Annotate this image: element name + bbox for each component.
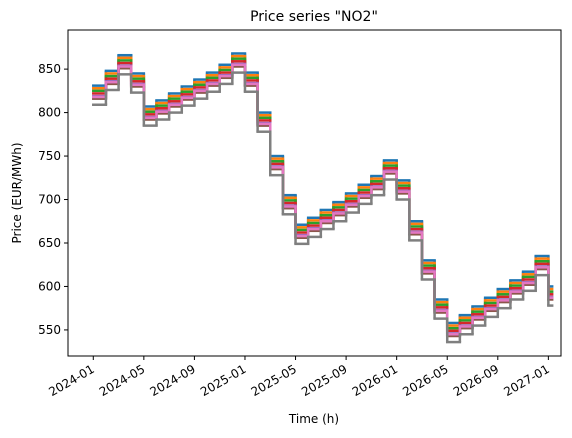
x-tick-label: 2025-09 xyxy=(299,362,349,399)
x-tick-label: 2025-01 xyxy=(198,362,248,399)
x-tick-label: 2026-01 xyxy=(350,362,400,399)
x-tick-label: 2024-01 xyxy=(46,362,96,399)
y-axis-label: Price (EUR/MWh) xyxy=(10,142,24,243)
y-tick-label: 750 xyxy=(38,149,61,163)
plot-frame xyxy=(67,29,562,357)
chart-title: Price series "NO2" xyxy=(250,9,378,25)
y-tick-label: 550 xyxy=(38,323,61,337)
y-tick-label: 600 xyxy=(38,279,61,293)
y-tick-label: 650 xyxy=(38,236,61,250)
x-axis-label: Time (h) xyxy=(288,412,339,426)
x-tick-label: 2024-09 xyxy=(147,362,197,399)
x-tick-label: 2025-05 xyxy=(249,362,299,399)
x-tick-label: 2026-09 xyxy=(451,362,501,399)
y-tick-label: 700 xyxy=(38,193,61,207)
y-tick-label: 800 xyxy=(38,106,61,120)
y-tick-label: 850 xyxy=(38,62,61,76)
x-tick-label: 2024-05 xyxy=(97,362,147,399)
x-tick-label: 2026-05 xyxy=(400,362,450,399)
x-tick-label: 2027-01 xyxy=(501,362,551,399)
